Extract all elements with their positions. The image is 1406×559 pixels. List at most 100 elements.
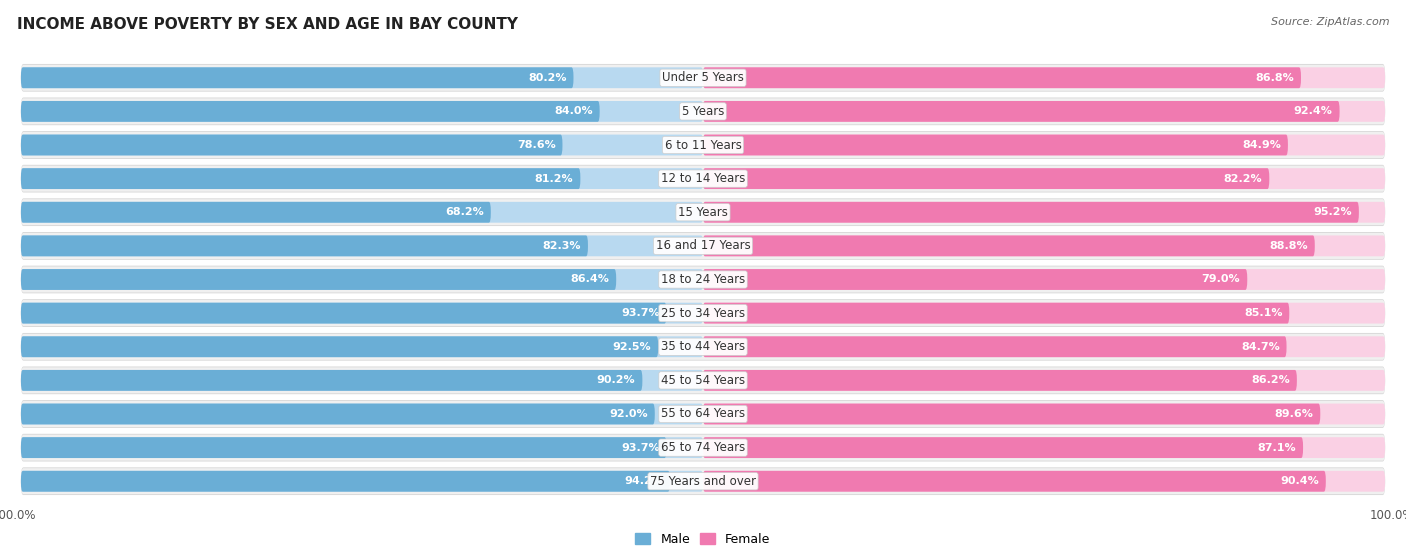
FancyBboxPatch shape <box>703 404 1320 424</box>
FancyBboxPatch shape <box>21 367 1385 394</box>
Text: 84.9%: 84.9% <box>1241 140 1281 150</box>
FancyBboxPatch shape <box>21 132 1385 158</box>
FancyBboxPatch shape <box>21 337 703 357</box>
FancyBboxPatch shape <box>21 67 574 88</box>
FancyBboxPatch shape <box>703 168 1385 189</box>
FancyBboxPatch shape <box>21 131 1385 159</box>
Text: Source: ZipAtlas.com: Source: ZipAtlas.com <box>1271 17 1389 27</box>
FancyBboxPatch shape <box>21 467 1385 495</box>
Text: 92.4%: 92.4% <box>1294 106 1333 116</box>
Text: 68.2%: 68.2% <box>446 207 484 217</box>
FancyBboxPatch shape <box>21 468 1385 494</box>
Text: 90.4%: 90.4% <box>1279 476 1319 486</box>
Text: 18 to 24 Years: 18 to 24 Years <box>661 273 745 286</box>
FancyBboxPatch shape <box>703 67 1301 88</box>
FancyBboxPatch shape <box>703 471 1385 492</box>
FancyBboxPatch shape <box>703 337 1286 357</box>
FancyBboxPatch shape <box>21 269 616 290</box>
FancyBboxPatch shape <box>21 401 1385 427</box>
FancyBboxPatch shape <box>703 135 1288 155</box>
Text: 80.2%: 80.2% <box>529 73 567 83</box>
Text: 89.6%: 89.6% <box>1274 409 1313 419</box>
FancyBboxPatch shape <box>703 437 1385 458</box>
Text: 15 Years: 15 Years <box>678 206 728 219</box>
Text: 86.8%: 86.8% <box>1256 73 1294 83</box>
FancyBboxPatch shape <box>21 404 703 424</box>
Text: 93.7%: 93.7% <box>621 308 659 318</box>
FancyBboxPatch shape <box>21 165 1385 192</box>
Text: 92.0%: 92.0% <box>609 409 648 419</box>
Text: 75 Years and over: 75 Years and over <box>650 475 756 488</box>
FancyBboxPatch shape <box>703 202 1385 222</box>
FancyBboxPatch shape <box>21 471 669 492</box>
Text: 79.0%: 79.0% <box>1202 274 1240 285</box>
FancyBboxPatch shape <box>21 98 1385 125</box>
FancyBboxPatch shape <box>21 333 1385 361</box>
FancyBboxPatch shape <box>21 65 1385 91</box>
FancyBboxPatch shape <box>703 101 1385 122</box>
FancyBboxPatch shape <box>21 98 1385 125</box>
FancyBboxPatch shape <box>703 404 1385 424</box>
Text: 35 to 44 Years: 35 to 44 Years <box>661 340 745 353</box>
Text: 84.7%: 84.7% <box>1241 342 1279 352</box>
Legend: Male, Female: Male, Female <box>630 528 776 551</box>
FancyBboxPatch shape <box>21 67 703 88</box>
Text: 82.2%: 82.2% <box>1223 174 1263 183</box>
FancyBboxPatch shape <box>703 471 1326 492</box>
FancyBboxPatch shape <box>21 367 1385 394</box>
Text: 55 to 64 Years: 55 to 64 Years <box>661 408 745 420</box>
Text: 16 and 17 Years: 16 and 17 Years <box>655 239 751 252</box>
Text: 12 to 14 Years: 12 to 14 Years <box>661 172 745 185</box>
FancyBboxPatch shape <box>21 303 703 324</box>
Text: 90.2%: 90.2% <box>598 376 636 385</box>
FancyBboxPatch shape <box>21 202 491 222</box>
FancyBboxPatch shape <box>21 303 666 324</box>
Text: 86.2%: 86.2% <box>1251 376 1289 385</box>
FancyBboxPatch shape <box>703 303 1289 324</box>
FancyBboxPatch shape <box>21 64 1385 92</box>
Text: 88.8%: 88.8% <box>1270 241 1308 251</box>
FancyBboxPatch shape <box>703 370 1385 391</box>
Text: 45 to 54 Years: 45 to 54 Years <box>661 374 745 387</box>
FancyBboxPatch shape <box>21 135 562 155</box>
FancyBboxPatch shape <box>21 269 703 290</box>
FancyBboxPatch shape <box>21 437 703 458</box>
FancyBboxPatch shape <box>21 232 1385 260</box>
FancyBboxPatch shape <box>21 235 703 256</box>
FancyBboxPatch shape <box>21 404 655 424</box>
FancyBboxPatch shape <box>21 299 1385 327</box>
FancyBboxPatch shape <box>21 168 581 189</box>
FancyBboxPatch shape <box>21 334 1385 360</box>
Text: 5 Years: 5 Years <box>682 105 724 118</box>
FancyBboxPatch shape <box>21 434 1385 461</box>
Text: 93.7%: 93.7% <box>621 443 659 453</box>
FancyBboxPatch shape <box>703 269 1247 290</box>
FancyBboxPatch shape <box>703 235 1385 256</box>
Text: INCOME ABOVE POVERTY BY SEX AND AGE IN BAY COUNTY: INCOME ABOVE POVERTY BY SEX AND AGE IN B… <box>17 17 517 32</box>
Text: 87.1%: 87.1% <box>1257 443 1296 453</box>
FancyBboxPatch shape <box>703 67 1385 88</box>
FancyBboxPatch shape <box>703 168 1270 189</box>
FancyBboxPatch shape <box>21 300 1385 326</box>
Text: 6 to 11 Years: 6 to 11 Years <box>665 139 741 151</box>
FancyBboxPatch shape <box>21 235 588 256</box>
FancyBboxPatch shape <box>21 370 703 391</box>
Text: 85.1%: 85.1% <box>1244 308 1282 318</box>
FancyBboxPatch shape <box>703 135 1385 155</box>
Text: 84.0%: 84.0% <box>554 106 593 116</box>
FancyBboxPatch shape <box>21 337 658 357</box>
Text: 86.4%: 86.4% <box>571 274 609 285</box>
Text: 95.2%: 95.2% <box>1313 207 1353 217</box>
FancyBboxPatch shape <box>21 471 703 492</box>
FancyBboxPatch shape <box>21 135 703 155</box>
Text: 94.2%: 94.2% <box>624 476 664 486</box>
Text: 65 to 74 Years: 65 to 74 Years <box>661 441 745 454</box>
FancyBboxPatch shape <box>703 235 1315 256</box>
FancyBboxPatch shape <box>21 199 1385 225</box>
FancyBboxPatch shape <box>703 202 1358 222</box>
FancyBboxPatch shape <box>21 370 643 391</box>
Text: 82.3%: 82.3% <box>543 241 581 251</box>
Text: 25 to 34 Years: 25 to 34 Years <box>661 307 745 320</box>
FancyBboxPatch shape <box>21 437 666 458</box>
FancyBboxPatch shape <box>703 269 1385 290</box>
